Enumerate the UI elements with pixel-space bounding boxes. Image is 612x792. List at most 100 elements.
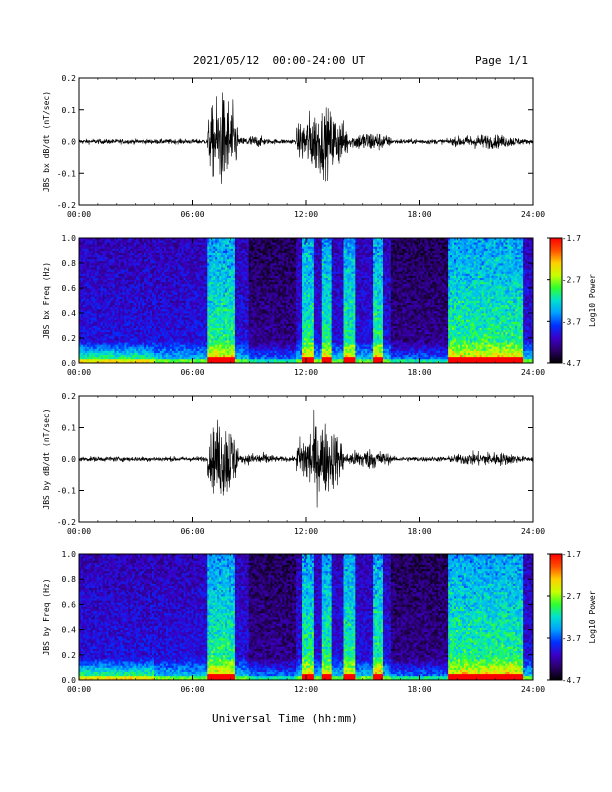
spectrogram-cell	[155, 317, 159, 320]
spectrogram-cell	[82, 258, 86, 262]
spectrogram-cell	[191, 292, 194, 295]
spectrogram-cell	[140, 304, 143, 308]
spectrogram-cell	[155, 338, 159, 341]
x-axis-title: Universal Time (hh:mm)	[212, 712, 358, 725]
spectrogram-cell	[96, 265, 100, 268]
spectrogram-cell	[138, 258, 141, 262]
spectrogram-cell	[120, 344, 123, 347]
spectrogram-cell	[138, 271, 141, 274]
spectrogram-cell	[90, 260, 94, 264]
spectrogram-cell	[191, 296, 194, 299]
spectrogram-cell	[120, 335, 123, 339]
spectrogram-cell	[165, 258, 169, 262]
spectrogram-cell	[175, 335, 179, 339]
spectrogram-cell	[179, 344, 183, 347]
spectrogram-cell	[84, 333, 88, 337]
spectrogram-cell	[122, 265, 125, 268]
spectrogram-cell	[187, 356, 190, 360]
spectrogram-cell	[165, 244, 169, 247]
spectrogram-cell	[126, 335, 129, 339]
spectrogram-cell	[120, 350, 123, 353]
spectrogram-cell	[88, 308, 92, 312]
spectrogram-cell	[134, 333, 137, 337]
spectrogram-cell	[138, 331, 141, 335]
spectrogram-cell	[118, 294, 121, 297]
spectrogram-cell	[86, 296, 90, 299]
spectrogram-cell	[136, 317, 139, 320]
spectrogram-cell	[102, 244, 106, 247]
spectrogram-cell	[191, 298, 194, 301]
spectrogram-cell	[118, 269, 121, 272]
spectrogram-cell	[189, 288, 192, 291]
spectrogram-cell	[191, 315, 194, 318]
spectrogram-cell	[100, 315, 104, 318]
spectrogram-cell	[79, 346, 82, 349]
spectrogram-cell	[120, 348, 123, 351]
spectrogram-cell	[130, 283, 133, 287]
spectrogram-cell	[173, 304, 177, 308]
spectrogram-cell	[122, 346, 125, 349]
spectrogram-cell	[140, 325, 143, 328]
spectrogram-cell	[118, 331, 121, 335]
spectrogram-cell	[173, 342, 177, 345]
spectrogram-cell	[157, 281, 161, 285]
spectrogram-cell	[179, 304, 183, 308]
spectrogram-cell	[175, 283, 179, 287]
spectrogram-cell	[140, 344, 143, 347]
spectrogram-cell	[128, 356, 131, 360]
spectrogram-cell	[112, 356, 115, 360]
spectrogram-cell	[179, 265, 183, 268]
spectrogram-cell	[120, 302, 123, 306]
spectrogram-cell	[148, 344, 151, 347]
spectrogram-cell	[118, 252, 121, 256]
spectrogram-cell	[142, 281, 145, 285]
spectrogram-cell	[108, 238, 111, 241]
spectrogram-cell	[163, 258, 167, 262]
spectrogram-cell	[106, 342, 109, 345]
spectrogram-cell	[148, 321, 151, 324]
spectrogram-cell	[171, 354, 175, 358]
spectrogram-cell	[108, 263, 111, 266]
spectrogram-cell	[84, 356, 88, 360]
spectrogram-cell	[148, 358, 151, 362]
spectrogram-cell	[185, 352, 188, 356]
spectrogram-cell	[148, 238, 151, 241]
spectrogram-cell	[108, 240, 111, 243]
spectrogram-cell	[114, 273, 117, 276]
spectrogram-cell	[138, 340, 141, 343]
spectrogram-cell	[165, 335, 169, 339]
spectrogram-cell	[116, 306, 119, 310]
spectrogram-cell	[146, 310, 149, 314]
spectrogram-cell	[138, 323, 141, 326]
spectrogram-cell	[181, 325, 185, 328]
spectrogram-cell	[98, 290, 102, 293]
spectrogram-cell	[142, 238, 145, 241]
spectrogram-cell	[120, 248, 123, 251]
spectrogram-cell	[110, 321, 113, 324]
spectrogram-cell	[84, 350, 88, 353]
spectrogram-cell	[148, 331, 151, 335]
spectrogram-cell	[177, 356, 181, 360]
spectrogram-cell	[88, 329, 92, 333]
spectrogram-cell	[102, 275, 106, 278]
spectrogram-cell	[86, 313, 90, 316]
spectrogram-cell	[82, 306, 86, 310]
spectrogram-cell	[193, 340, 196, 343]
spectrogram-cell	[112, 281, 115, 285]
spectrogram-cell	[157, 342, 161, 345]
spectrogram-cell	[118, 238, 121, 241]
spectrogram-cell	[167, 246, 171, 249]
spectrogram-cell	[134, 252, 137, 256]
spectrogram-cell	[118, 338, 121, 341]
spectrogram-cell	[132, 356, 135, 360]
spectrogram-cell	[183, 329, 186, 333]
spectrogram-cell	[191, 333, 194, 337]
spectrogram-cell	[165, 273, 169, 276]
spectrogram-cell	[108, 302, 111, 306]
spectrogram-cell	[88, 327, 92, 331]
spectrogram-cell	[132, 263, 135, 266]
spectrogram-cell	[191, 279, 194, 283]
spectrogram-cell	[155, 352, 159, 356]
spectrogram-cell	[114, 267, 117, 270]
spectrogram-cell	[100, 242, 104, 245]
